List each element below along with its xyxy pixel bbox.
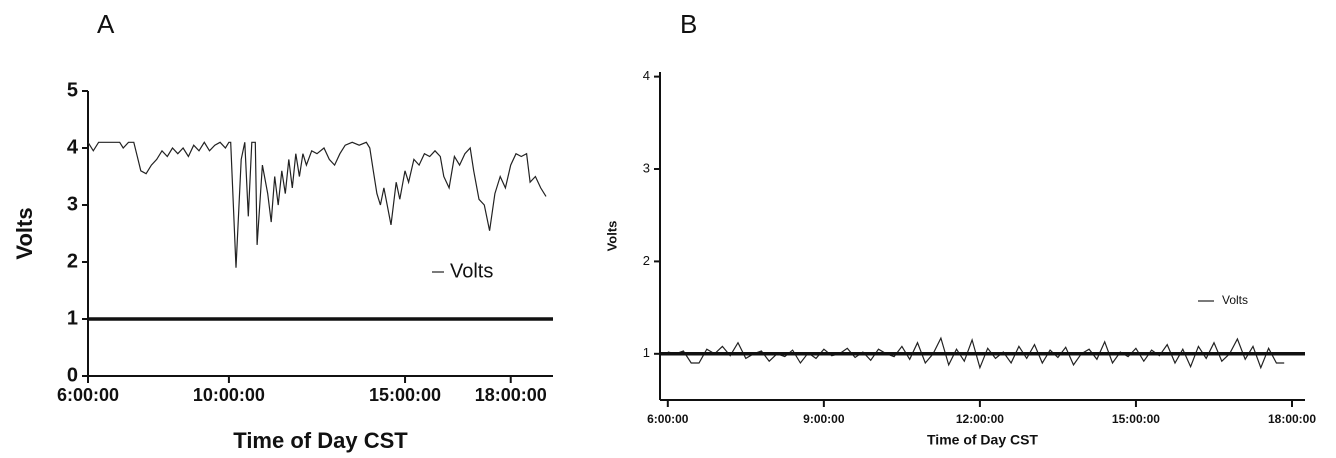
y-tick-label: 3 (67, 193, 78, 215)
y-tick-label: 3 (643, 160, 650, 175)
x-tick-label: 18:00:00 (475, 385, 547, 405)
y-tick-label: 1 (643, 345, 650, 360)
x-tick-label: 10:00:00 (193, 385, 265, 405)
x-tick-label: 18:00:00 (1268, 412, 1316, 426)
panel-label: A (97, 9, 115, 39)
x-tick-label: 12:00:00 (956, 412, 1004, 426)
legend-label: Volts (450, 260, 493, 282)
y-axis-label: Volts (12, 207, 37, 259)
series-line (87, 141, 547, 268)
y-tick-label: 1 (67, 307, 78, 329)
x-tick-label: 9:00:00 (803, 412, 845, 426)
legend-label: Volts (1222, 293, 1248, 307)
y-tick-label: 2 (67, 250, 78, 272)
x-tick-label: 15:00:00 (1112, 412, 1160, 426)
x-tick-label: 15:00:00 (369, 385, 441, 405)
y-tick-label: 2 (643, 253, 650, 268)
x-tick-label: 6:00:00 (57, 385, 119, 405)
y-tick-label: 4 (643, 68, 650, 83)
x-tick-label: 6:00:00 (647, 412, 689, 426)
y-tick-label: 5 (67, 79, 78, 101)
panel-label: B (680, 9, 697, 39)
y-tick-label: 4 (67, 136, 79, 158)
y-tick-label: 0 (67, 364, 78, 386)
x-axis-label: Time of Day CST (927, 432, 1038, 448)
x-axis-label: Time of Day CST (233, 428, 408, 453)
y-axis-label: Volts (604, 221, 619, 252)
